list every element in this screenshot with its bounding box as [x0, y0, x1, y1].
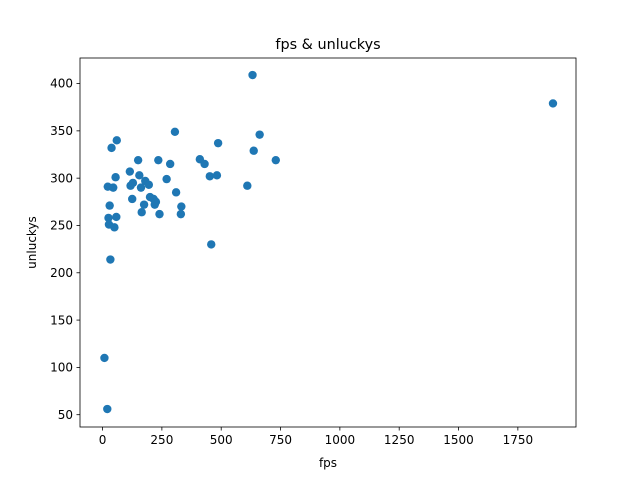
data-point — [207, 240, 216, 249]
data-point — [111, 173, 120, 182]
y-axis-ticks: 50 100 150 200 250 300 350 400 — [50, 77, 80, 422]
data-point — [106, 255, 115, 264]
data-point — [165, 159, 175, 169]
y-tick-label: 400 — [50, 77, 73, 91]
data-point — [104, 213, 113, 223]
x-tick-label: 1000 — [325, 433, 356, 447]
x-tick-label: 500 — [210, 433, 233, 447]
data-point — [100, 353, 109, 363]
data-point — [109, 183, 118, 192]
data-point — [144, 180, 154, 189]
x-tick-label: 250 — [150, 433, 173, 447]
data-point — [135, 171, 144, 180]
x-tick-label: 1750 — [503, 433, 534, 447]
data-point — [176, 209, 186, 219]
x-axis-label: fps — [319, 456, 337, 470]
data-point — [170, 127, 180, 136]
data-point — [137, 208, 146, 217]
data-point — [110, 223, 119, 232]
x-tick-label: 1500 — [443, 433, 474, 447]
data-point — [243, 181, 252, 190]
data-point — [125, 167, 135, 176]
data-point — [255, 130, 264, 139]
data-point — [213, 138, 223, 148]
y-tick-label: 100 — [50, 361, 73, 375]
y-tick-label: 300 — [50, 171, 73, 185]
data-point — [177, 202, 186, 211]
data-point — [151, 197, 161, 207]
data-point — [200, 159, 209, 169]
data-point — [271, 155, 280, 165]
data-point — [112, 136, 121, 145]
data-point — [128, 178, 138, 188]
x-tick-label: 0 — [99, 433, 107, 447]
data-point — [136, 183, 146, 192]
data-point — [139, 200, 149, 209]
data-point — [112, 212, 121, 222]
y-tick-label: 50 — [58, 408, 73, 422]
y-axis-label: unluckys — [25, 216, 39, 269]
data-point — [171, 188, 181, 197]
data-point — [103, 404, 112, 414]
data-point — [105, 201, 114, 210]
x-tick-label: 750 — [269, 433, 292, 447]
data-point — [548, 99, 558, 108]
data-point — [162, 174, 171, 184]
x-tick-label: 1250 — [384, 433, 415, 447]
y-tick-label: 350 — [50, 124, 73, 138]
data-point — [248, 70, 257, 80]
x-axis-ticks: 0 250 500 750 1000 1250 1500 1750 — [99, 427, 533, 447]
y-tick-label: 200 — [50, 266, 73, 280]
y-tick-label: 250 — [50, 219, 73, 233]
data-point — [249, 146, 258, 155]
chart-title: fps & unluckys — [275, 37, 380, 53]
data-point — [107, 143, 116, 153]
plot-frame — [79, 57, 577, 428]
points-layer — [100, 70, 558, 414]
data-point — [155, 209, 164, 219]
data-point — [205, 172, 215, 181]
plot-area — [80, 58, 576, 427]
y-tick-label: 150 — [50, 313, 73, 327]
data-point — [133, 155, 143, 165]
data-point — [154, 155, 163, 165]
data-point — [128, 194, 137, 204]
data-point — [212, 171, 222, 180]
